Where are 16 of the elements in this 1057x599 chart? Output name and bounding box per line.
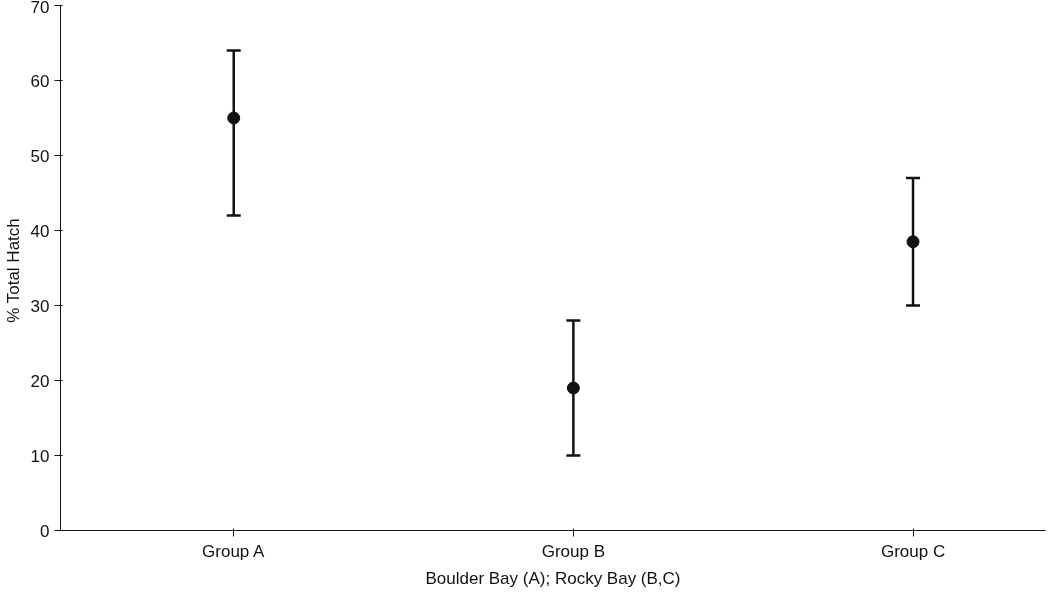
- y-tick-label: 0: [40, 521, 50, 541]
- y-tick-label: 50: [30, 146, 50, 166]
- y-tick-label: 30: [30, 296, 50, 316]
- y-tick-label: 40: [30, 221, 50, 241]
- y-tick-label: 20: [30, 371, 50, 391]
- y-tick-label: 70: [30, 0, 50, 17]
- x-tick-label: Group C: [880, 541, 946, 561]
- y-axis-title: % Total Hatch: [3, 218, 23, 323]
- point: [566, 381, 580, 395]
- y-tick-label: 10: [30, 446, 50, 466]
- x-tick-label: Group A: [202, 541, 266, 561]
- point: [227, 111, 241, 125]
- y-tick-label: 60: [30, 71, 50, 91]
- x-axis-title: Boulder Bay (A); Rocky Bay (B,C): [425, 568, 681, 588]
- point: [906, 235, 920, 249]
- x-tick-label: Group B: [541, 541, 606, 561]
